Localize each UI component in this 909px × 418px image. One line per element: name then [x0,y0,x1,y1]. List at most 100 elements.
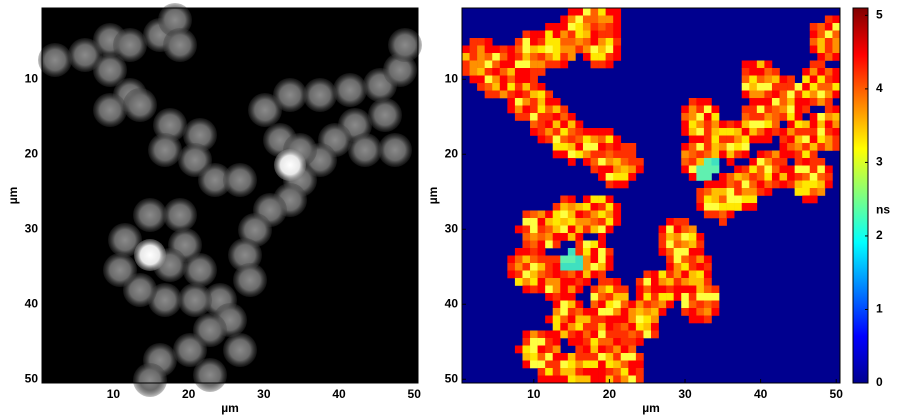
heatmap-cell [711,308,720,316]
heatmap-cell [666,225,674,234]
heatmap-cell [552,210,561,219]
heatmap-cell [582,218,591,226]
heatmap-cell [598,8,606,16]
heatmap-cell [560,210,569,219]
heatmap-cell [824,83,833,91]
heatmap-cell [575,315,584,324]
heatmap-cell [635,308,644,316]
heatmap-cell [537,330,546,339]
heatmap-cell [764,60,773,69]
heatmap-cell [598,165,606,174]
heatmap-cell [628,330,637,339]
heatmap-cell [567,308,576,316]
heatmap-cell [552,120,561,129]
bead [178,283,212,317]
heatmap-cell [605,293,614,301]
heatmap-cell [605,8,614,16]
heatmap-cell [613,135,622,144]
heatmap-cell [590,45,599,54]
heatmap-cell [545,60,554,69]
bead [108,223,142,257]
bead [378,133,412,167]
heatmap-cell [703,113,712,121]
bead [133,198,167,232]
heatmap-cell [567,150,576,159]
heatmap-cell [787,165,795,174]
heatmap-cell [598,368,606,376]
heatmap-cell [635,375,644,384]
heatmap-cell [552,353,561,361]
heatmap-cell [582,270,591,279]
heatmap-cell [477,83,485,91]
heatmap-cell [817,23,826,31]
heatmap-cell [537,135,546,144]
heatmap-cell [590,270,599,279]
heatmap-cell [749,203,758,211]
heatmap-cell [703,143,712,151]
heatmap-cell [605,248,614,256]
heatmap-cell [764,165,773,174]
heatmap-cell [824,90,833,99]
heatmap-cell [696,255,705,264]
heatmap-cell [771,98,780,106]
heatmap-cell [620,150,629,159]
heatmap-cell [673,285,682,294]
heatmap-cell [560,285,569,294]
colorbar-tick-label: 4 [876,81,883,95]
heatmap-cell [522,285,531,294]
heatmap-cell [756,105,765,114]
heatmap-cell [696,315,705,324]
heatmap-cell [598,218,606,226]
heatmap-cell [575,323,584,331]
heatmap-cell [749,90,758,99]
heatmap-cell [764,180,773,189]
heatmap-cell [552,368,561,376]
heatmap-cell [658,300,667,309]
heatmap-cell [514,83,523,91]
heatmap-cell [794,143,803,151]
heatmap-cell [522,98,531,106]
heatmap-cell [560,255,569,264]
heatmap-cell [787,128,795,136]
x-tick-label: 30 [257,387,271,401]
heatmap-cell [545,353,554,361]
heatmap-cell [605,15,614,24]
heatmap-cell [567,203,576,211]
heatmap-cell [643,285,652,294]
heatmap-cell [507,263,516,271]
heatmap-cell [658,308,667,316]
heatmap-cell [530,360,538,369]
heatmap-cell [756,90,765,99]
heatmap-cell [673,270,682,279]
heatmap-cell [605,210,614,219]
heatmap-cell [575,150,584,159]
heatmap-cell [469,45,478,54]
heatmap-cell [590,135,599,144]
heatmap-cell [537,90,546,99]
heatmap-cell [726,173,735,181]
heatmap-cell [613,308,622,316]
bead [368,98,402,132]
heatmap-cell [711,203,720,211]
heatmap-cell [484,75,493,84]
heatmap-cell [666,278,674,286]
heatmap-cell [462,60,470,69]
heatmap-cell [552,23,561,31]
heatmap-cell [628,345,637,354]
heatmap-cell [545,293,554,301]
heatmap-cell [582,135,591,144]
heatmap-cell [582,278,591,286]
heatmap-cell [681,128,690,136]
heatmap-cell [726,188,735,196]
heatmap-cell [567,375,576,384]
heatmap-cell [711,165,720,174]
heatmap-cell [726,135,735,144]
heatmap-cell [590,23,599,31]
heatmap-cell [726,128,735,136]
heatmap-cell [681,225,690,234]
heatmap-cell [613,338,622,346]
heatmap-cell [560,375,569,384]
heatmap-cell [824,173,833,181]
heatmap-cell [620,285,629,294]
heatmap-cell [764,158,773,166]
